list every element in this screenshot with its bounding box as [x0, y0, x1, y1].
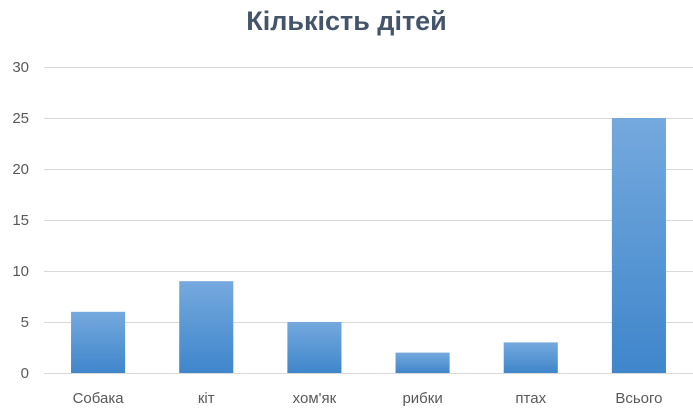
bar: [611, 118, 666, 373]
x-tick-label: кіт: [198, 390, 215, 407]
bar: [71, 311, 126, 373]
y-tick-label: 25: [12, 110, 29, 127]
bar: [179, 281, 234, 373]
y-tick-label: 0: [21, 365, 29, 382]
x-tick-label: птах: [515, 390, 546, 407]
bar: [395, 352, 450, 373]
gridlines: [44, 67, 693, 374]
y-tick-label: 5: [21, 314, 29, 331]
chart-title: Кількість дітей: [246, 6, 447, 36]
y-axis-tick-labels: 0 5 10 15 20 25 30: [12, 59, 29, 382]
bars: [71, 118, 666, 373]
y-tick-label: 30: [12, 59, 29, 76]
x-tick-label: хом'як: [293, 390, 337, 407]
x-axis-tick-labels: Собака кіт хом'як рибки птах Всього: [73, 390, 663, 407]
x-tick-label: рибки: [402, 390, 442, 407]
y-tick-label: 10: [12, 263, 29, 280]
y-tick-label: 20: [12, 161, 29, 178]
x-tick-label: Всього: [615, 390, 662, 407]
y-tick-label: 15: [12, 212, 29, 229]
bar: [503, 342, 558, 373]
x-tick-label: Собака: [73, 390, 125, 407]
bar: [287, 322, 342, 373]
